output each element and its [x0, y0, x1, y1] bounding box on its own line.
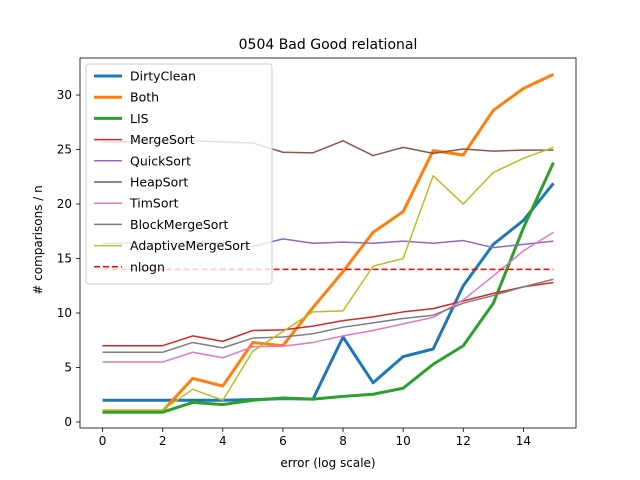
- y-tick-label: 25: [57, 143, 72, 157]
- legend-label-heapsort: HeapSort: [130, 175, 188, 190]
- y-tick-label: 20: [57, 197, 72, 211]
- plot-frame: [79, 57, 577, 429]
- legend-label-lis: LIS: [130, 111, 149, 126]
- series-line-mergesort: [102, 281, 554, 347]
- legend-label-blockmergesort: BlockMergeSort: [130, 217, 229, 232]
- series-line-adaptivemergesort: [102, 146, 554, 411]
- y-tick-label: 10: [57, 306, 72, 320]
- y-axis: 0 5 10 15 20 25 30: [57, 88, 80, 429]
- x-tick-label: 8: [339, 434, 347, 448]
- x-tick-label: 0: [99, 434, 107, 448]
- series-line-lis: [102, 161, 555, 414]
- legend-label-adaptivemergesort: AdaptiveMergeSort: [130, 238, 250, 253]
- y-tick-label: 15: [57, 252, 72, 266]
- y-axis-label: # comparisons / n: [31, 185, 45, 294]
- chart-title: 0504 Bad Good relational: [239, 37, 418, 53]
- y-tick-label: 0: [64, 415, 72, 429]
- legend-label-quicksort: QuickSort: [130, 153, 191, 168]
- x-tick-label: 12: [456, 434, 471, 448]
- legend-label-nlogn: nlogn: [130, 259, 165, 274]
- x-tick-label: 14: [516, 434, 531, 448]
- y-tick-label: 30: [57, 88, 72, 102]
- x-tick-label: 2: [159, 434, 167, 448]
- x-tick-label: 10: [396, 434, 411, 448]
- legend-box: [85, 63, 273, 285]
- x-axis-label: error (log scale): [280, 456, 375, 470]
- y-tick-label: 5: [64, 361, 72, 375]
- legend-label-dirtyclean: DirtyClean: [130, 69, 196, 84]
- x-tick-label: 6: [279, 434, 287, 448]
- series-line-blockmergesort: [102, 278, 554, 354]
- legend: DirtyClean Both LIS MergeSort QuickSort HeapS…: [85, 63, 273, 285]
- series-line-both: [102, 72, 555, 413]
- legend-label-mergesort: MergeSort: [130, 132, 195, 147]
- legend-label-both: Both: [130, 90, 159, 105]
- legend-label-timsort: TimSort: [129, 196, 179, 211]
- series-line-timsort: [102, 231, 554, 363]
- x-axis: 0 2 4 6 8 10 12 14: [99, 428, 531, 448]
- x-tick-label: 4: [219, 434, 227, 448]
